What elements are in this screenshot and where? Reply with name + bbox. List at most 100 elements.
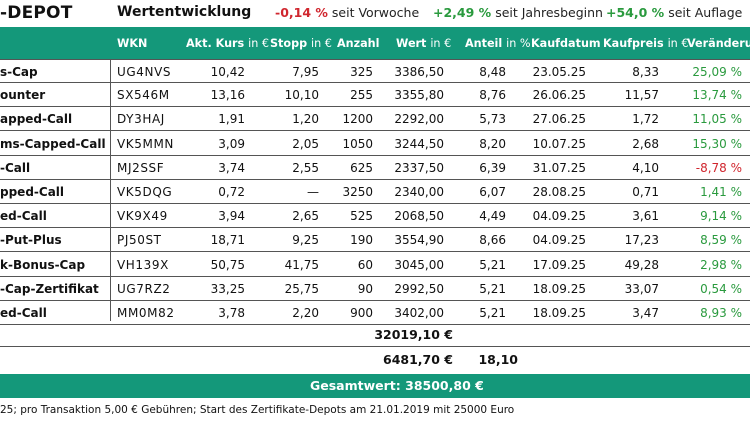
cell-name: -Cap-Zertifikat [0,281,99,296]
cell-kaufpreis: 11,57 [624,88,659,103]
cell-kurs: 18,71 [210,233,245,248]
cell-veraenderung: 0,54 % [700,281,742,296]
table-row: ed-Call MM0M82 3,78 2,20 900 3402,00 5,21 18.09… [0,301,750,325]
cell-kurs: 0,72 [218,185,245,199]
cell-wert: 2337,50 [394,160,444,175]
cell-wert: 3045,00 [394,257,444,272]
cell-wkn: MM0M82 [117,306,175,320]
cell-kaufdatum: 17.09.25 [532,257,586,272]
col-anteil-label: Anteil [465,37,503,50]
cell-kurs: 50,75 [210,257,245,272]
perf-jahresbeginn-text: seit Jahresbeginn [495,5,603,20]
col-kaufdatum: Kaufdatum [531,37,601,50]
cell-anteil: 8,66 [479,233,506,248]
cell-wkn: VK5MMN [117,136,174,151]
cell-wert: 2340,00 [394,185,444,199]
cell-stopp: 41,75 [284,257,319,272]
table-row: -Put-Plus PJ50ST 18,71 9,25 190 3554,90 8,66 04… [0,228,750,253]
table-row: ms-Capped-Call VK5MMN 3,09 2,05 1050 3244,50 8… [0,132,750,156]
cell-name: ms-Capped-Call [0,136,106,151]
column-divider [110,59,111,321]
cell-kaufdatum: 04.09.25 [532,233,586,248]
perf-vorwoche: -0,14 % seit Vorwoche [275,5,419,20]
cell-anteil: 5,21 [479,281,506,296]
col-kaufpreis-label: Kaufpreis [603,37,664,50]
cell-anteil: 6,39 [479,160,506,175]
cell-kurs: 10,42 [210,65,245,79]
col-kurs: Akt. Kurs in € [186,37,269,50]
cell-kaufpreis: 4,10 [632,160,659,175]
cell-stopp: 10,10 [284,88,319,103]
cell-kaufpreis: 2,68 [632,136,659,151]
cell-anzahl: 325 [350,65,373,79]
cell-kurs: 3,74 [218,160,245,175]
cell-stopp: 2,05 [292,136,319,151]
cell-name: k-Bonus-Cap [0,257,86,272]
cell-wert: 3355,80 [394,88,444,103]
cell-kaufdatum: 23.05.25 [532,65,586,79]
cell-stopp: 25,75 [284,281,319,296]
cell-wert: 3554,90 [394,233,444,248]
perf-auflage: +54,0 % seit Auflage [606,5,742,20]
cell-wkn: SX546M [117,88,170,103]
cell-kaufpreis: 49,28 [624,257,659,272]
col-kaufpreis-unit: in € [667,37,689,50]
cell-kaufdatum: 26.06.25 [532,88,586,103]
cell-wkn: MJ2SSF [117,160,165,175]
cell-stopp: 2,55 [292,160,319,175]
col-wkn: WKN [117,37,148,50]
cell-anzahl: 190 [350,233,373,248]
table-row: ounter SX546M 13,16 10,10 255 3355,80 8,76 26.0… [0,83,750,108]
table-row: s-Cap UG4NVS 10,42 7,95 325 3386,50 8,48 23.05.… [0,59,750,83]
summary-cash-row: 6481,70 € 18,10 [0,348,750,372]
cell-veraenderung: 8,93 % [700,306,742,320]
footnote: 25; pro Transaktion 5,00 € Gebühren; Sta… [0,404,515,416]
cell-anteil: 5,21 [479,306,506,320]
cell-stopp: 2,65 [292,209,319,224]
cell-wert: 3244,50 [394,136,444,151]
col-anteil: Anteil in % [465,37,531,50]
cell-wert: 2992,50 [394,281,444,296]
cash-share: 18,10 [478,352,518,367]
cell-anzahl: 255 [350,88,373,103]
perf-auflage-text: seit Auflage [668,5,743,20]
cell-kaufpreis: 3,61 [632,209,659,224]
cell-veraenderung: 1,41 % [700,185,742,199]
cell-veraenderung: 11,05 % [692,112,742,127]
cell-anzahl: 3250 [342,185,373,199]
col-anzahl: Anzahl [337,37,380,50]
cell-kurs: 3,94 [218,209,245,224]
summary-invested-row: 32019,10 € [0,323,750,347]
cell-anteil: 8,20 [479,136,506,151]
cell-kaufpreis: 3,47 [632,306,659,320]
cell-anzahl: 625 [350,160,373,175]
cell-anteil: 8,48 [479,65,506,79]
cell-name: ed-Call [0,209,47,224]
table-row: -Cap-Zertifikat UG7RZ2 33,25 25,75 90 2992,50… [0,277,750,301]
cell-anzahl: 1050 [342,136,373,151]
cell-anteil: 8,76 [479,88,506,103]
cell-anzahl: 90 [357,281,373,296]
cell-veraenderung: -8,78 % [695,160,742,175]
perf-auflage-value: +54,0 % [606,5,665,20]
perf-jahresbeginn-value: +2,49 % [433,5,492,20]
cell-name: -Call [0,160,31,175]
cell-wert: 2292,00 [394,112,444,127]
cell-kaufpreis: 33,07 [624,281,659,296]
col-kurs-unit: in € [248,37,269,50]
cell-stopp: 2,20 [292,306,319,320]
cell-name: apped-Call [0,112,73,127]
cell-wkn: VH139X [117,257,169,272]
cell-wkn: UG7RZ2 [117,281,171,296]
cell-anzahl: 60 [357,257,373,272]
cell-anzahl: 525 [350,209,373,224]
col-anteil-unit: in % [506,37,531,50]
cell-stopp: 9,25 [292,233,319,248]
cell-kaufdatum: 28.08.25 [532,185,586,199]
cell-name: s-Cap [0,65,38,79]
perf-vorwoche-text: seit Vorwoche [331,5,420,20]
cell-name: ounter [0,88,46,103]
cell-kaufdatum: 31.07.25 [532,160,586,175]
cell-kaufdatum: 18.09.25 [532,281,586,296]
total-bar: Gesamtwert: 38500,80 € [0,374,750,398]
